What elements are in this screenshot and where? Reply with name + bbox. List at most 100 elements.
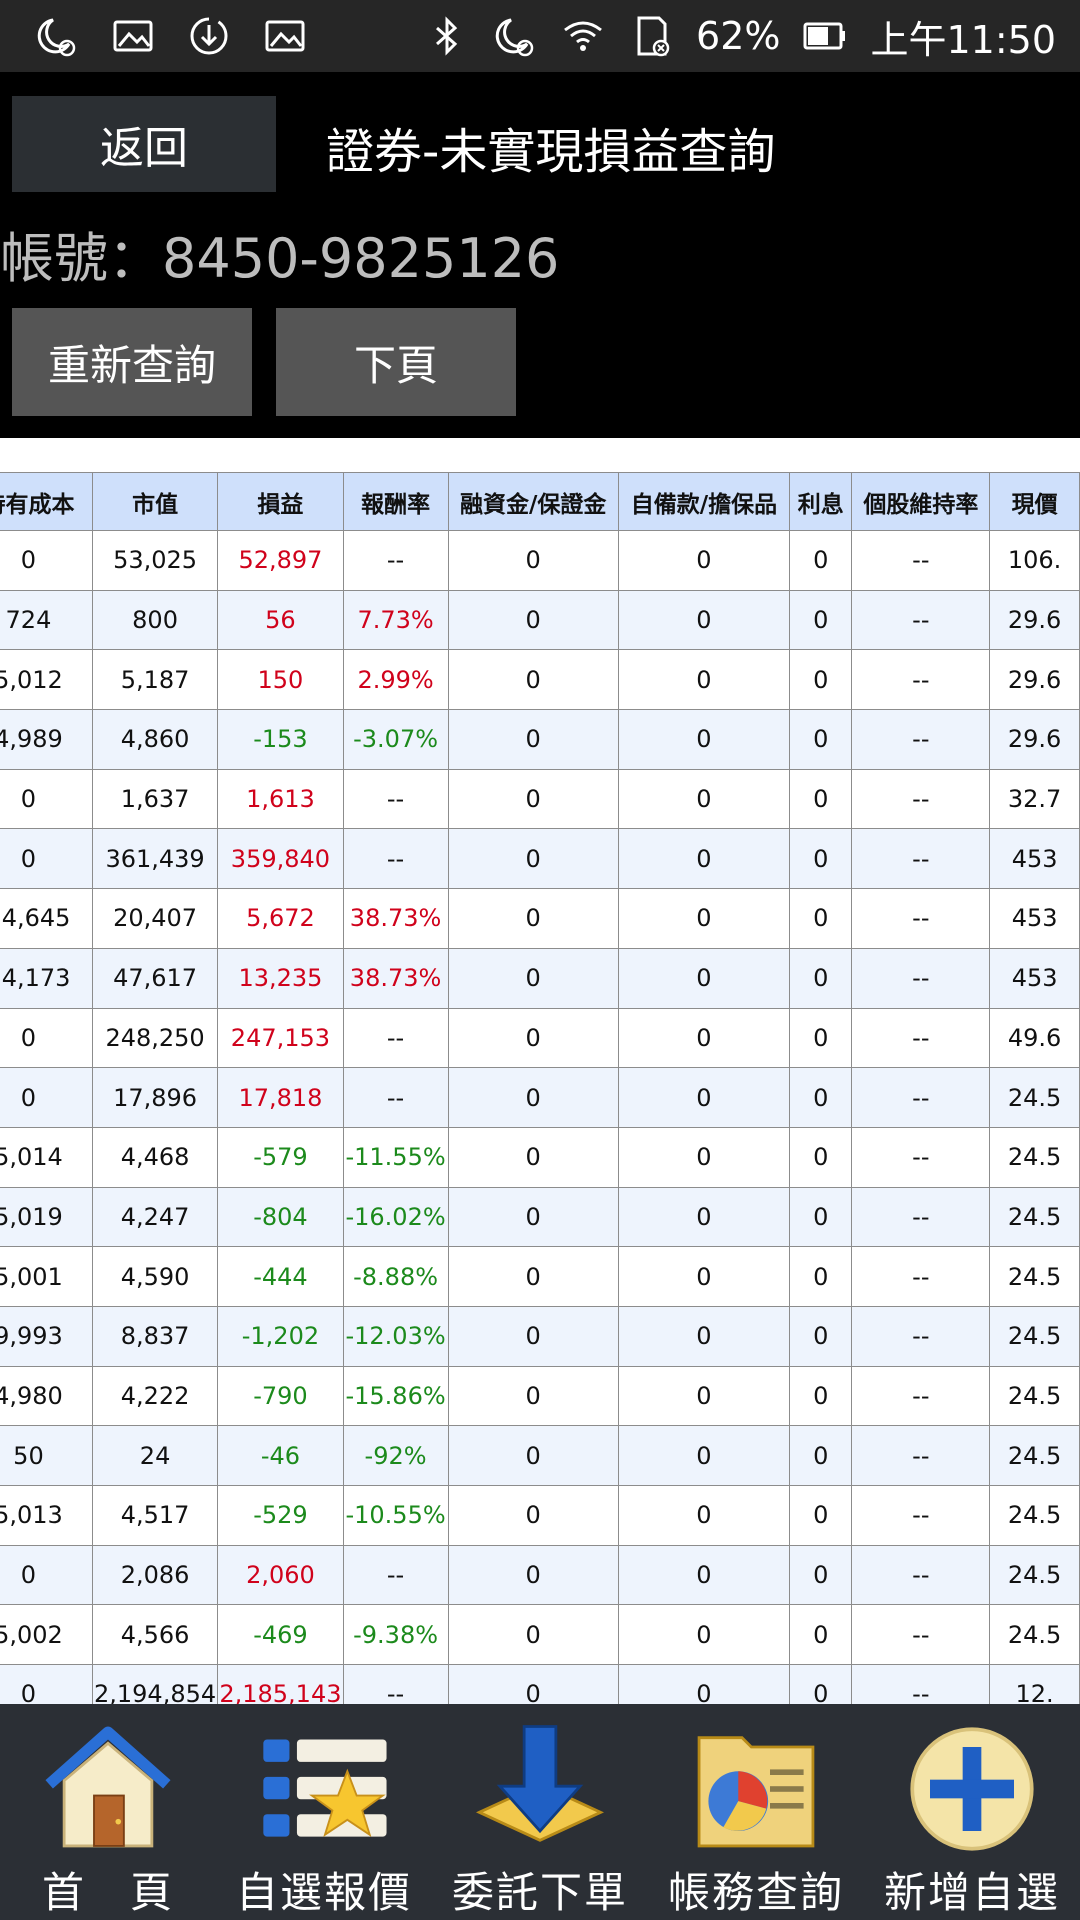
nav-account[interactable]: 帳務查詢 — [648, 1704, 864, 1920]
table-cell: -- — [851, 649, 991, 711]
table-cell: -- — [851, 1186, 991, 1248]
table-cell: 32.7 — [989, 768, 1080, 830]
table-row[interactable]: 0 2,194,854 2,185,143 -- 0 0 0 -- 12. — [0, 1664, 1080, 1704]
table-row[interactable]: 5,019 4,247 -804 -16.02% 0 0 0 -- 24.5 — [0, 1186, 1080, 1248]
table-row[interactable]: 5,014 4,468 -579 -11.55% 0 0 0 -- 24.5 — [0, 1126, 1080, 1188]
table-cell: 0 — [788, 1485, 853, 1546]
table-row[interactable]: 5,001 4,590 -444 -8.88% 0 0 0 -- 24.5 — [0, 1246, 1080, 1307]
col-header-market-value: 市值 — [91, 472, 219, 531]
battery-percent: 62% — [696, 14, 781, 58]
table-cell: 14,645 — [0, 888, 93, 949]
table-row[interactable]: 5,012 5,187 150 2.99% 0 0 0 -- 29.6 — [0, 649, 1080, 711]
table-row[interactable]: 0 17,896 17,818 -- 0 0 0 -- 24.5 — [0, 1067, 1080, 1128]
table-row[interactable]: 0 2,086 2,060 -- 0 0 0 -- 24.5 — [0, 1544, 1080, 1606]
table-row[interactable]: 5,013 4,517 -529 -10.55% 0 0 0 -- 24.5 — [0, 1485, 1080, 1546]
table-cell: 0 — [617, 828, 790, 890]
table-cell: -444 — [217, 1246, 344, 1307]
wifi-icon — [560, 13, 606, 59]
table-scroll-area[interactable]: 持有成本 市值 損益 報酬率 融資金/保證金 自備款/擔保品 利息 個股維持率 … — [0, 438, 1080, 1704]
table-cell: -- — [851, 1126, 991, 1188]
account-folder-chart-icon — [681, 1718, 831, 1859]
requery-button[interactable]: 重新查詢 — [12, 308, 252, 416]
table-row[interactable]: 5,002 4,566 -469 -9.38% 0 0 0 -- 24.5 — [0, 1604, 1080, 1666]
table-cell: -- — [342, 1067, 449, 1128]
table-cell: 4,989 — [0, 709, 93, 770]
table-cell: -- — [851, 1007, 991, 1069]
nav-home[interactable]: 首 頁 — [0, 1704, 216, 1920]
table-row[interactable]: 0 361,439 359,840 -- 0 0 0 -- 453 — [0, 828, 1080, 890]
table-cell: -92% — [342, 1425, 449, 1486]
table-cell: 24.5 — [989, 1246, 1080, 1307]
table-cell: 13,235 — [217, 947, 344, 1009]
table-cell: -- — [342, 530, 449, 591]
nav-order[interactable]: 委託下單 — [432, 1704, 648, 1920]
image-icon — [110, 13, 156, 59]
table-cell: 0 — [617, 768, 790, 830]
table-cell: -10.55% — [342, 1485, 449, 1546]
moon-alarm-icon — [492, 13, 538, 59]
table-cell: 24.5 — [989, 1485, 1080, 1546]
table-cell: 0 — [788, 1425, 853, 1486]
table-cell: 24.5 — [989, 1186, 1080, 1248]
table-cell: -- — [851, 530, 991, 591]
table-cell: 0 — [447, 1186, 619, 1248]
table-row[interactable]: 0 1,637 1,613 -- 0 0 0 -- 32.7 — [0, 768, 1080, 830]
table-cell: -- — [851, 1485, 991, 1546]
table-cell: 0 — [0, 768, 93, 830]
table-cell: 5,187 — [91, 649, 219, 711]
table-cell: 0 — [788, 1365, 853, 1427]
table-cell: 0 — [617, 1305, 790, 1367]
table-cell: 50 — [0, 1425, 93, 1486]
table-row[interactable]: 50 24 -46 -92% 0 0 0 -- 24.5 — [0, 1425, 1080, 1486]
nav-watchlist[interactable]: 自選報價 — [216, 1704, 432, 1920]
table-cell: -- — [342, 1664, 449, 1704]
table-cell: 0 — [447, 1246, 619, 1307]
table-cell: -12.03% — [342, 1305, 449, 1367]
table-cell: 247,153 — [217, 1007, 344, 1069]
table-cell: 0 — [447, 709, 619, 770]
table-cell: -- — [851, 589, 991, 651]
table-cell: -153 — [217, 709, 344, 770]
table-cell: 4,222 — [91, 1365, 219, 1427]
table-cell: 24.5 — [989, 1544, 1080, 1606]
table-row[interactable]: 0 53,025 52,897 -- 0 0 0 -- 106. — [0, 530, 1080, 591]
table-cell: 0 — [617, 1246, 790, 1307]
nav-account-label: 帳務查詢 — [667, 1868, 844, 1917]
table-cell: 453 — [989, 828, 1080, 890]
table-cell: 17,818 — [217, 1067, 344, 1128]
table-row[interactable]: 0 248,250 247,153 -- 0 0 0 -- 49.6 — [0, 1007, 1080, 1069]
table-row[interactable]: 4,980 4,222 -790 -15.86% 0 0 0 -- 24.5 — [0, 1365, 1080, 1427]
table-cell: 0 — [788, 1007, 853, 1069]
table-cell: 724 — [0, 589, 93, 651]
table-cell: 8,837 — [91, 1305, 219, 1367]
table-row[interactable]: 9,993 8,837 -1,202 -12.03% 0 0 0 -- 24.5 — [0, 1305, 1080, 1367]
table-cell: 0 — [447, 1544, 619, 1606]
back-button[interactable]: 返回 — [12, 96, 276, 192]
table-cell: 4,980 — [0, 1365, 93, 1427]
table-cell: 29.6 — [989, 649, 1080, 711]
table-cell: 24.5 — [989, 1067, 1080, 1128]
table-cell: -- — [851, 1544, 991, 1606]
app-header: 返回 證券-未實現損益查詢 帳號：8450-9825126 重新查詢 下頁 — [0, 72, 1080, 438]
nav-add-watchlist[interactable]: 新增自選 — [864, 1704, 1080, 1920]
table-cell: 12. — [989, 1664, 1080, 1704]
table-cell: 0 — [617, 888, 790, 949]
add-plus-icon — [897, 1718, 1047, 1859]
table-cell: 0 — [0, 1067, 93, 1128]
next-page-button[interactable]: 下頁 — [276, 308, 516, 416]
table-cell: 24.5 — [989, 1365, 1080, 1427]
page-title: 證券-未實現損益查詢 — [326, 124, 776, 180]
table-row[interactable]: 4,989 4,860 -153 -3.07% 0 0 0 -- 29.6 — [0, 709, 1080, 770]
table-row[interactable]: 724 800 56 7.73% 0 0 0 -- 29.6 — [0, 589, 1080, 651]
table-cell: 0 — [447, 1485, 619, 1546]
table-cell: 2,185,143 — [217, 1664, 344, 1704]
table-cell: -- — [851, 888, 991, 949]
table-cell: 0 — [788, 1186, 853, 1248]
table-cell: 0 — [0, 1544, 93, 1606]
table-cell: 0 — [617, 1365, 790, 1427]
table-cell: 29.6 — [989, 709, 1080, 770]
col-header-margin: 融資金/保證金 — [447, 472, 619, 531]
image-icon — [262, 13, 308, 59]
